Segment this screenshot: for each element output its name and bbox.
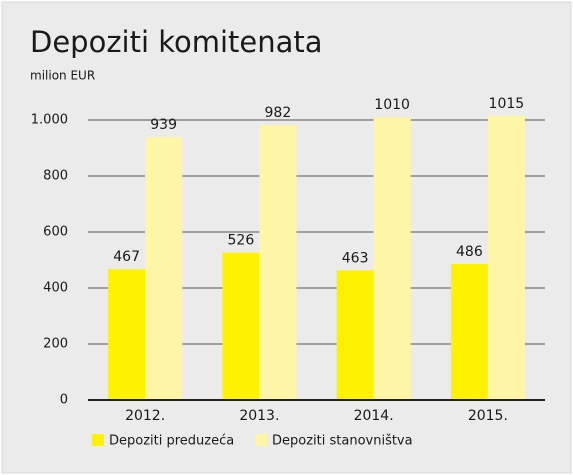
value-label: 982	[265, 105, 292, 121]
x-tick-label: 2015.	[468, 408, 508, 424]
value-label: 463	[342, 250, 369, 266]
bar	[259, 125, 297, 400]
y-tick-label: 600	[43, 225, 68, 240]
value-label: 1015	[489, 96, 525, 112]
y-tick-label: 1.000	[31, 113, 68, 128]
legend-swatch	[255, 434, 267, 446]
legend-label: Depoziti stanovništva	[272, 434, 413, 449]
bar	[108, 269, 146, 400]
bar	[373, 117, 411, 400]
y-tick-label: 400	[43, 281, 68, 296]
value-label: 467	[113, 249, 140, 265]
value-label: 939	[150, 117, 177, 133]
bar	[336, 270, 374, 400]
bar	[487, 115, 525, 401]
chart-subtitle: milion EUR	[30, 69, 95, 83]
value-label: 526	[228, 233, 255, 249]
bar	[145, 137, 183, 400]
legend-label: Depoziti preduzeća	[109, 434, 234, 449]
y-tick-label: 800	[43, 169, 68, 184]
y-tick-label: 200	[43, 337, 68, 352]
chart-title: Depoziti komitenata	[30, 25, 323, 59]
x-tick-label: 2012.	[125, 408, 165, 424]
bar	[450, 263, 488, 400]
value-label: 486	[456, 244, 483, 260]
value-label: 1010	[374, 97, 410, 113]
x-tick-label: 2014.	[354, 408, 394, 424]
y-tick-label: 0	[60, 393, 68, 408]
x-tick-label: 2013.	[239, 408, 279, 424]
bar	[222, 252, 260, 400]
legend-swatch	[92, 434, 104, 446]
